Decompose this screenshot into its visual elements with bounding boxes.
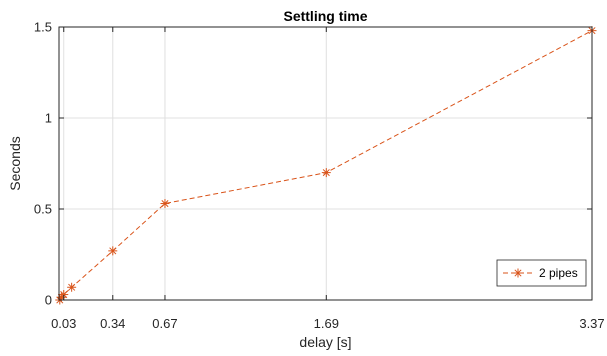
data-point-0-3 (67, 282, 77, 292)
y-axis-label: Seconds (7, 136, 23, 190)
plot-background (59, 27, 592, 300)
chart-title: Settling time (283, 8, 367, 24)
legend-asterisk (513, 268, 523, 278)
x-tick-label-0: 0.03 (51, 316, 76, 331)
x-tick-label-3: 1.69 (314, 316, 339, 331)
legend-label: 2 pipes (539, 266, 578, 280)
y-tick-label-1: 0.5 (34, 202, 52, 217)
marker-stroke-d2 (68, 283, 76, 291)
legend-marker-asterisk-icon (513, 268, 523, 278)
y-tick-label-0: 0 (45, 293, 52, 308)
data-point-0-4 (108, 246, 118, 256)
data-point-0-5 (160, 199, 170, 209)
plot-frame (58, 26, 593, 301)
marker-stroke-d2 (60, 291, 68, 299)
data-point-0-6 (321, 168, 331, 178)
legend: 2 pipes (496, 259, 587, 287)
x-tick-label-1: 0.34 (100, 316, 125, 331)
marker-stroke-d2 (322, 169, 330, 177)
marker-stroke-d2 (161, 200, 169, 208)
y-tick-label-2: 1 (45, 111, 52, 126)
marker-stroke-d2 (514, 269, 522, 277)
x-axis-label: delay [s] (299, 334, 351, 350)
marker-stroke-d2 (109, 247, 117, 255)
y-tick-label-3: 1.5 (34, 20, 52, 35)
x-tick-label-2: 0.67 (152, 316, 177, 331)
x-tick-label-4: 3.37 (579, 316, 604, 331)
axis-ticks: 0.03 0.34 0.67 1.69 3.37 0 0.5 1 1.5 (34, 20, 605, 332)
